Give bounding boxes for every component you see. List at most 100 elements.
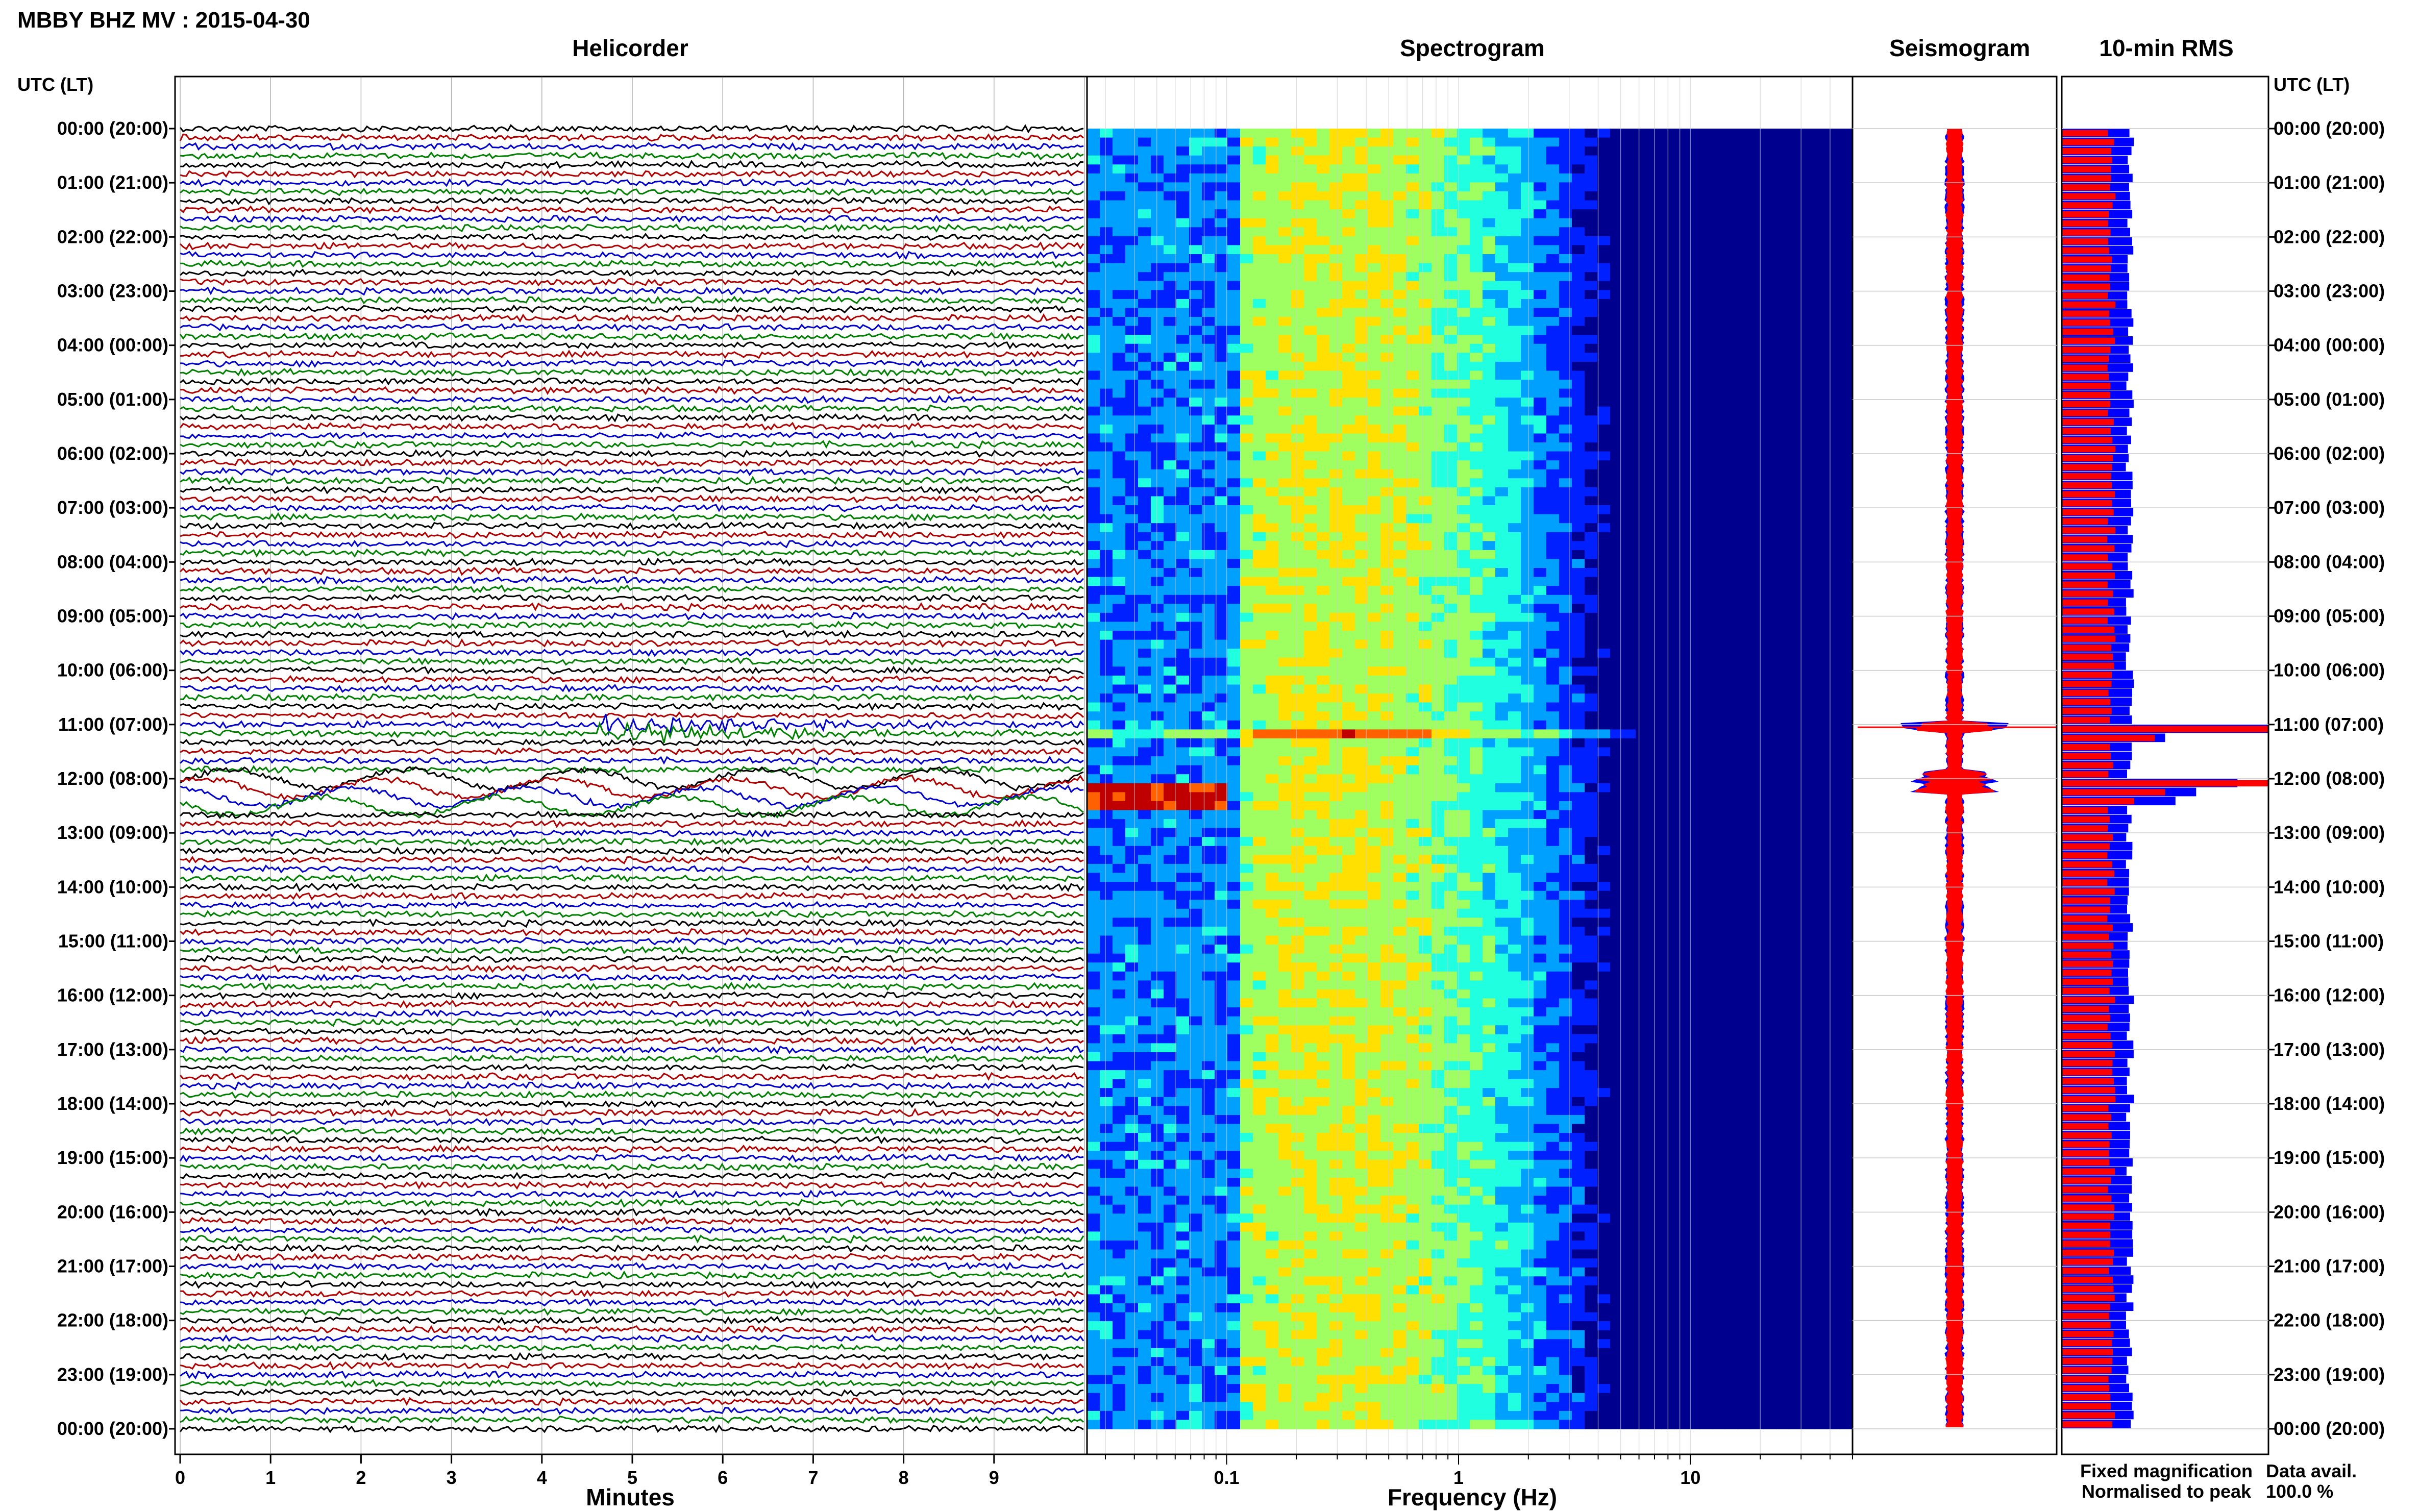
spectrogram-cell xyxy=(1444,218,1458,228)
spectrogram-cell xyxy=(1674,290,1687,300)
spectrogram-cell xyxy=(1278,370,1292,380)
spectrogram-cell xyxy=(1457,586,1470,596)
spectrogram-cell xyxy=(1240,594,1253,605)
spectrogram-cell xyxy=(1725,451,1738,461)
spectrogram-cell xyxy=(1329,218,1343,228)
spectrogram-cell xyxy=(1176,622,1190,631)
spectrogram-cell xyxy=(1278,846,1292,856)
spectrogram-cell xyxy=(1483,380,1496,389)
spectrogram-cell xyxy=(1840,254,1853,264)
spectrogram-cell xyxy=(1342,612,1355,623)
spectrogram-cell xyxy=(1125,612,1139,623)
spectrogram-cell xyxy=(1278,550,1292,560)
spectrogram-cell xyxy=(1457,361,1470,371)
spectrogram-cell xyxy=(1087,711,1100,721)
spectrogram-cell xyxy=(1393,523,1406,533)
spectrogram-cell xyxy=(1189,299,1202,309)
spectrogram-cell xyxy=(1648,631,1662,640)
spectrogram-cell xyxy=(1559,505,1572,515)
spectrogram-cell xyxy=(1266,855,1279,864)
spectrogram-cell xyxy=(1585,182,1598,192)
spectrogram-cell xyxy=(1100,792,1113,802)
spectrogram-cell xyxy=(1763,380,1776,389)
spectrogram-cell xyxy=(1215,460,1228,470)
spectrogram-cell xyxy=(1546,236,1560,246)
spectrogram-cell xyxy=(1291,478,1304,488)
spectrogram-cell xyxy=(1100,541,1113,551)
spectrogram-cell xyxy=(1253,855,1266,864)
spectrogram-cell xyxy=(1278,541,1292,551)
spectrogram-cell xyxy=(1368,317,1381,327)
spectrogram-cell xyxy=(1585,657,1598,667)
spectrogram-cell xyxy=(1725,612,1738,623)
spectrogram-cell xyxy=(1087,155,1100,165)
spectrogram-cell xyxy=(1164,272,1177,282)
spectrogram-cell xyxy=(1674,612,1687,623)
spectrogram-cell xyxy=(1291,828,1304,837)
spectrogram-cell xyxy=(1776,308,1789,317)
spectrogram-cell xyxy=(1470,442,1483,452)
spectrogram-cell xyxy=(1597,855,1611,864)
spectrogram-cell xyxy=(1100,828,1113,837)
spectrogram-cell xyxy=(1419,828,1432,837)
spectrogram-cell xyxy=(1125,837,1139,847)
spectrogram-cell xyxy=(1470,801,1483,811)
spectrogram-cell xyxy=(1227,765,1241,775)
spectrogram-cell xyxy=(1470,245,1483,255)
spectrogram-cell xyxy=(1291,173,1304,183)
spectrogram-cell xyxy=(1470,164,1483,174)
spectrogram-cell xyxy=(1393,711,1406,721)
spectrogram-cell xyxy=(1750,505,1764,515)
spectrogram-cell xyxy=(1406,863,1419,874)
spectrogram-cell xyxy=(1623,370,1636,380)
spectrogram-cell xyxy=(1278,335,1292,344)
spectrogram-cell xyxy=(1712,675,1725,685)
spectrogram-cell xyxy=(1431,173,1445,183)
spectrogram-cell xyxy=(1585,308,1598,317)
spectrogram-cell xyxy=(1789,129,1802,138)
spectrogram-cell xyxy=(1291,505,1304,515)
spectrogram-cell xyxy=(1342,577,1355,586)
spectrogram-cell xyxy=(1368,541,1381,551)
spectrogram-cell xyxy=(1138,460,1151,470)
spectrogram-cell xyxy=(1814,622,1828,631)
spectrogram-cell xyxy=(1164,792,1177,802)
spectrogram-cell xyxy=(1814,424,1828,434)
spectrogram-cell xyxy=(1610,523,1623,533)
spectrogram-cell xyxy=(1202,370,1215,380)
spectrogram-cell xyxy=(1202,281,1215,291)
spectrogram-cell xyxy=(1699,675,1713,685)
spectrogram-cell xyxy=(1406,711,1419,721)
spectrogram-cell xyxy=(1393,792,1406,802)
spectrogram-cell xyxy=(1151,649,1164,658)
spectrogram-cell xyxy=(1699,164,1713,174)
spectrogram-cell xyxy=(1840,837,1853,847)
spectrogram-cell xyxy=(1355,487,1368,497)
spectrogram-cell xyxy=(1495,828,1509,837)
spectrogram-cell xyxy=(1495,666,1509,676)
spectrogram-cell xyxy=(1546,290,1560,300)
spectrogram-cell xyxy=(1750,720,1764,730)
spectrogram-cell xyxy=(1789,837,1802,847)
spectrogram-cell xyxy=(1610,299,1623,309)
spectrogram-cell xyxy=(1470,631,1483,640)
spectrogram-cell xyxy=(1457,415,1470,425)
spectrogram-cell xyxy=(1087,514,1100,524)
spectrogram-cell xyxy=(1419,675,1432,685)
spectrogram-cell xyxy=(1189,227,1202,237)
spectrogram-cell xyxy=(1278,272,1292,282)
spectrogram-cell xyxy=(1278,837,1292,847)
spectrogram-cell xyxy=(1355,765,1368,775)
spectrogram-cell xyxy=(1304,164,1317,174)
spectrogram-cell xyxy=(1291,236,1304,246)
spectrogram-cell xyxy=(1687,137,1700,147)
spectrogram-cell xyxy=(1444,828,1458,837)
spectrogram-cell xyxy=(1355,675,1368,685)
spectrogram-cell xyxy=(1227,604,1241,613)
spectrogram-cell xyxy=(1470,487,1483,497)
spectrogram-cell xyxy=(1610,406,1623,416)
spectrogram-cell xyxy=(1648,245,1662,255)
spectrogram-cell xyxy=(1138,137,1151,147)
spectrogram-cell xyxy=(1572,129,1585,138)
spectrogram-cell xyxy=(1699,209,1713,219)
